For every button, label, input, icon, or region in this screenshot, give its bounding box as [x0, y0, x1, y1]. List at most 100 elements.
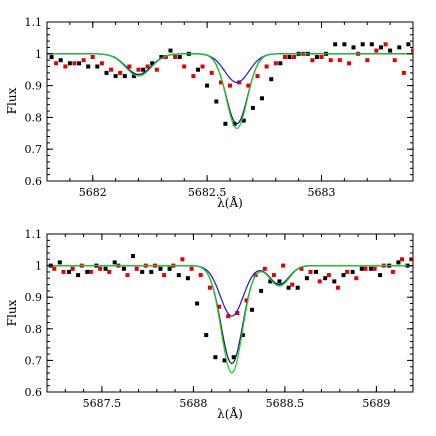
data-point — [67, 61, 72, 66]
data-point — [134, 266, 139, 271]
data-point — [333, 42, 338, 47]
data-point — [337, 58, 342, 63]
data-point — [278, 61, 283, 66]
data-point — [295, 285, 300, 290]
data-point — [113, 74, 118, 79]
y-tick-label: 0.7 — [25, 354, 43, 367]
data-point — [268, 279, 273, 284]
data-point — [204, 333, 209, 338]
data-point — [145, 64, 150, 69]
x-tick-label: 5688 — [179, 397, 207, 410]
data-point — [250, 105, 255, 110]
data-point — [176, 273, 181, 278]
data-point — [207, 285, 212, 290]
data-point — [213, 355, 218, 360]
data-point — [141, 67, 146, 72]
data-point — [185, 276, 190, 281]
y-tick-label: 0.8 — [25, 111, 43, 124]
data-point — [168, 48, 173, 53]
data-point — [88, 269, 93, 274]
data-point — [341, 273, 346, 278]
data-point — [379, 45, 383, 50]
data-point — [58, 58, 63, 63]
data-point — [292, 55, 297, 59]
data-point — [90, 55, 95, 59]
data-point — [61, 269, 66, 274]
data-point — [125, 273, 130, 278]
data-point — [107, 269, 112, 274]
data-point — [369, 42, 374, 47]
data-point — [198, 273, 203, 278]
data-point — [351, 45, 356, 50]
data-point — [167, 266, 172, 271]
data-point — [328, 58, 333, 63]
data-point — [406, 42, 411, 47]
data-point — [378, 273, 383, 278]
x-tick-label: 5689 — [362, 397, 390, 410]
data-point — [49, 55, 54, 59]
data-point — [347, 61, 351, 66]
top-plot-ticks: 5682 5682.5 5683 0.6 0.7 0.8 0.9 1 1.1 — [25, 16, 413, 199]
data-point — [342, 42, 347, 47]
data-point — [246, 83, 251, 88]
data-point — [273, 61, 278, 66]
data-point — [159, 55, 164, 59]
data-point — [223, 121, 228, 126]
x-tick-label: 5682 — [79, 186, 107, 199]
data-point — [189, 266, 194, 271]
data-point — [205, 83, 210, 88]
data-point — [150, 61, 155, 66]
data-point — [70, 266, 75, 271]
data-point — [308, 269, 313, 274]
data-point — [365, 58, 370, 63]
data-point — [345, 269, 350, 274]
y-tick-label: 0.6 — [25, 386, 43, 399]
data-point — [104, 70, 109, 75]
data-point — [67, 269, 71, 274]
data-point — [259, 288, 264, 293]
bottom-ylabel: Flux — [5, 299, 19, 326]
top-panel: 5682 5682.5 5683 0.6 0.7 0.8 0.9 1 1.1 λ(Å) Flux — [5, 16, 414, 210]
data-point — [372, 266, 377, 271]
data-point — [149, 269, 154, 274]
bottom-plot-frame — [46, 233, 414, 393]
data-point — [286, 285, 291, 290]
data-point — [350, 269, 355, 274]
data-point — [217, 304, 221, 309]
data-point — [99, 61, 104, 66]
data-point — [260, 96, 264, 101]
data-point — [304, 276, 309, 281]
data-point — [332, 279, 337, 284]
data-point — [122, 74, 127, 79]
y-tick-label: 0.7 — [25, 143, 43, 156]
data-point — [131, 254, 135, 259]
model-curve — [47, 53, 413, 83]
bottom-plot-ticks: 5687.5 5688 5688.5 5689 0.6 0.7 0.8 0.9 1 1.1 — [25, 228, 413, 410]
data-point — [383, 42, 388, 47]
bottom-plot-marks — [47, 254, 413, 374]
model-curve — [47, 53, 413, 129]
data-point — [121, 266, 126, 271]
x-tick-label: 5683 — [308, 186, 336, 199]
data-point — [282, 55, 287, 59]
data-point — [269, 77, 274, 82]
data-point — [158, 266, 163, 271]
y-tick-label: 1.1 — [25, 16, 43, 29]
data-point — [200, 64, 205, 69]
top-plot-frame — [46, 21, 414, 182]
data-point — [281, 263, 286, 268]
data-point — [231, 355, 236, 360]
y-tick-label: 1 — [35, 48, 42, 61]
data-point — [214, 99, 219, 104]
data-point — [360, 42, 365, 47]
data-point — [222, 358, 227, 363]
bottom-xlabel: λ(Å) — [217, 406, 243, 421]
data-point — [368, 266, 373, 271]
data-point — [250, 307, 254, 312]
data-point — [290, 282, 295, 287]
data-point — [136, 67, 141, 72]
data-point — [319, 55, 324, 59]
data-point — [109, 67, 113, 72]
data-point — [299, 266, 304, 271]
y-tick-label: 0.9 — [25, 80, 43, 93]
